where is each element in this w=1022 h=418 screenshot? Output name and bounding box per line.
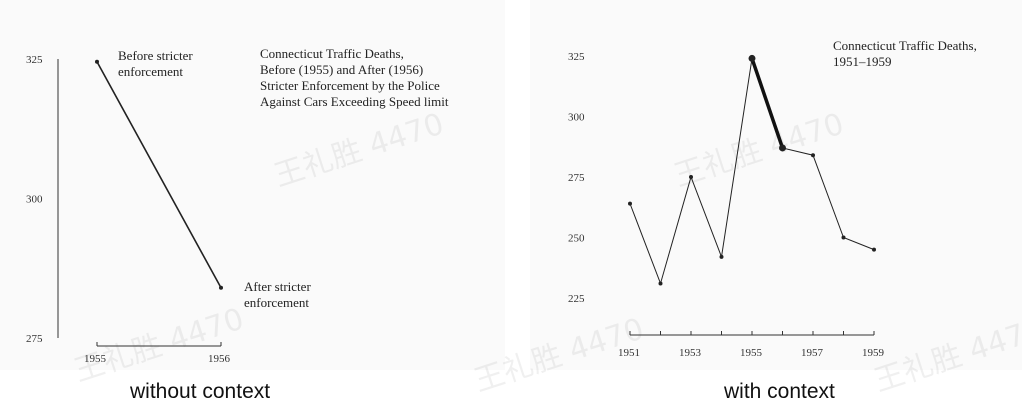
data-point (219, 285, 223, 290)
y-tick-label: 275 (26, 333, 43, 345)
y-tick-label: 250 (568, 233, 585, 245)
title-line: Against Cars Exceeding Speed limit (260, 94, 449, 109)
title-line: Connecticut Traffic Deaths, (260, 46, 404, 61)
data-point (748, 54, 756, 62)
annotation-line: enforcement (244, 295, 309, 310)
y-tick-label: 225 (568, 293, 585, 305)
annotation-before: Before stricter enforcement (118, 48, 193, 80)
title-line: 1951–1959 (833, 54, 892, 69)
annotation-line: Before stricter (118, 48, 193, 63)
x-tick-label: 1955 (740, 347, 763, 359)
series-line (629, 58, 875, 286)
x-tick-label: 1957 (801, 347, 824, 359)
data-point (95, 59, 99, 64)
annotation-after: After stricter enforcement (244, 279, 311, 311)
x-tick-label: 1951 (618, 347, 640, 359)
right-panel (530, 0, 1022, 370)
y-tick-label: 325 (26, 54, 43, 66)
data-point (872, 247, 876, 252)
data-point (719, 254, 724, 259)
data-point (779, 144, 786, 152)
annotation-line: After stricter (244, 279, 311, 294)
highlight-segment (750, 57, 785, 149)
caption-with-context: with context (724, 380, 835, 403)
left-panel (0, 0, 505, 370)
chart-right: 225 250 275 300 325 1951 1953 1955 1957 1959 (568, 51, 885, 359)
chart-left: 275 300 325 1955 1956 (26, 54, 231, 365)
x-tick-label: 1953 (679, 347, 702, 359)
x-tick-label: 1956 (208, 353, 231, 365)
y-tick-label: 300 (26, 194, 43, 206)
annotation-line: enforcement (118, 64, 183, 79)
title-line: Before (1955) and After (1956) (260, 62, 424, 77)
right-chart-title: Connecticut Traffic Deaths, 1951–1959 (833, 38, 1013, 70)
data-point (658, 281, 663, 286)
left-chart-title: Connecticut Traffic Deaths, Before (1955… (260, 46, 500, 110)
data-point (689, 175, 693, 179)
series-line (96, 61, 222, 289)
y-tick-label: 275 (568, 172, 585, 184)
caption-without-context: without context (130, 380, 271, 403)
x-tick-label: 1955 (84, 353, 107, 365)
y-tick-label: 300 (568, 112, 585, 124)
title-line: Stricter Enforcement by the Police (260, 78, 440, 93)
data-point (841, 235, 846, 240)
title-line: Connecticut Traffic Deaths, (833, 38, 977, 53)
data-point (811, 153, 815, 158)
x-tick-label: 1959 (862, 347, 885, 359)
data-point (628, 201, 632, 206)
y-tick-label: 325 (568, 51, 585, 63)
